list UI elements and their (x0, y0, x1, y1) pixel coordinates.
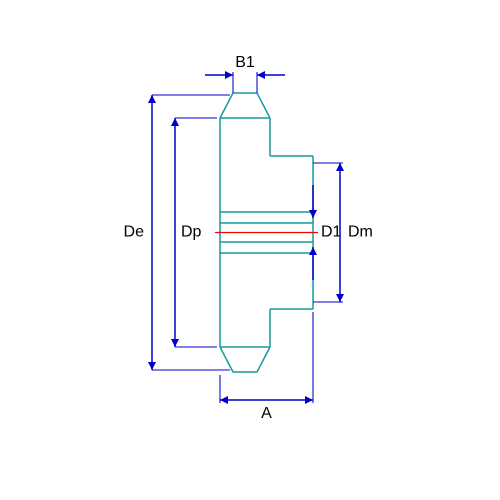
label-dp: Dp (181, 224, 202, 241)
label-a: A (261, 405, 272, 422)
label-de: De (124, 224, 145, 241)
label-b1: B1 (235, 54, 255, 71)
label-dm: Dm (348, 224, 373, 241)
label-d1: D1 (321, 224, 342, 241)
